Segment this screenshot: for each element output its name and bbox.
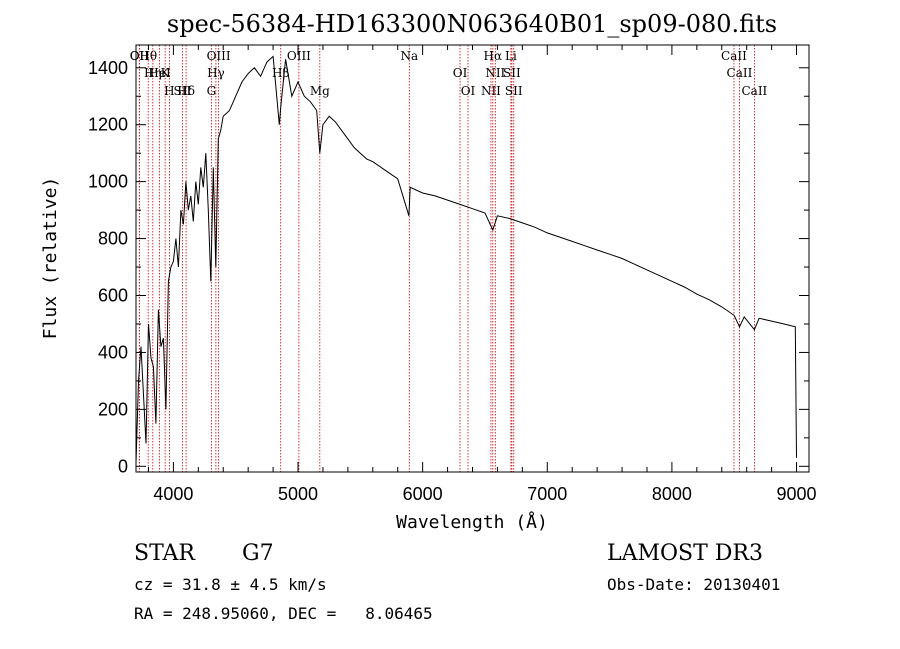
line-label: SII <box>505 84 523 98</box>
line-label: OIII <box>207 49 231 63</box>
x-tick-label: 5000 <box>278 484 318 504</box>
chart-title: spec-56384-HD163300N063640B01_sp09-080.f… <box>167 10 777 38</box>
line-labels: HθKHδOIIHeISIIOIIHηHOIIIHγGOIIIHβMgNaOIO… <box>130 49 768 98</box>
line-label: OIII <box>287 49 311 63</box>
line-label: Hγ <box>207 66 225 80</box>
line-label: CaII <box>741 84 767 98</box>
plot-frame <box>135 44 810 473</box>
line-label: SII <box>503 66 521 80</box>
line-label: Hα <box>484 49 503 63</box>
x-axis-label: Wavelength (Å) <box>396 511 548 533</box>
y-axis-ticks: 0 200 400 600 800 1000 1200 1400 <box>88 58 809 476</box>
coordinates: RA = 248.95060, DEC = 8.06465 <box>134 604 433 623</box>
line-label: OI <box>453 66 468 80</box>
line-label: OII <box>130 49 150 63</box>
line-label: OI <box>461 84 476 98</box>
object-class: STAR <box>134 541 196 566</box>
y-tick-label: 800 <box>98 229 128 249</box>
line-label: SII <box>174 84 192 98</box>
line-label: Hθ <box>139 49 157 63</box>
line-label: Li <box>505 49 517 63</box>
y-tick-label: 0 <box>118 456 128 476</box>
line-label: Hβ <box>272 66 289 80</box>
object-subclass: G7 <box>242 541 274 566</box>
line-label: Hδ <box>177 84 195 98</box>
line-label: Mg <box>310 84 330 98</box>
x-tick-label: 6000 <box>403 484 443 504</box>
y-tick-label: 1400 <box>88 58 128 78</box>
line-label: NII <box>485 66 505 80</box>
y-tick-label: 1000 <box>88 172 128 192</box>
line-label: G <box>207 84 217 98</box>
y-axis-label: Flux (relative) <box>40 177 61 340</box>
observation-date: Obs-Date: 20130401 <box>607 575 780 594</box>
line-label: Hη <box>144 66 162 80</box>
x-tick-label: 8000 <box>652 484 692 504</box>
line-label: HeI <box>148 66 171 80</box>
line-label: H <box>164 84 174 98</box>
spectrum-series <box>135 55 797 464</box>
y-tick-label: 400 <box>98 342 128 362</box>
survey-name: LAMOST DR3 <box>607 541 763 566</box>
y-tick-label: 1200 <box>88 115 128 135</box>
line-label: NII <box>481 84 501 98</box>
line-label: CaII <box>721 49 747 63</box>
x-axis-ticks: 4000 5000 6000 7000 8000 9000 <box>147 45 817 504</box>
y-tick-label: 200 <box>98 399 128 419</box>
cz-value: cz = 31.8 ± 4.5 km/s <box>134 575 327 594</box>
line-label: OII <box>130 49 150 63</box>
x-tick-label: 9000 <box>777 484 817 504</box>
line-markers <box>138 45 755 472</box>
x-tick-label: 7000 <box>527 484 567 504</box>
line-label: CaII <box>727 66 753 80</box>
x-tick-label: 4000 <box>153 484 193 504</box>
line-label: Na <box>400 49 418 63</box>
y-tick-label: 600 <box>98 286 128 306</box>
line-label: K <box>161 66 171 80</box>
